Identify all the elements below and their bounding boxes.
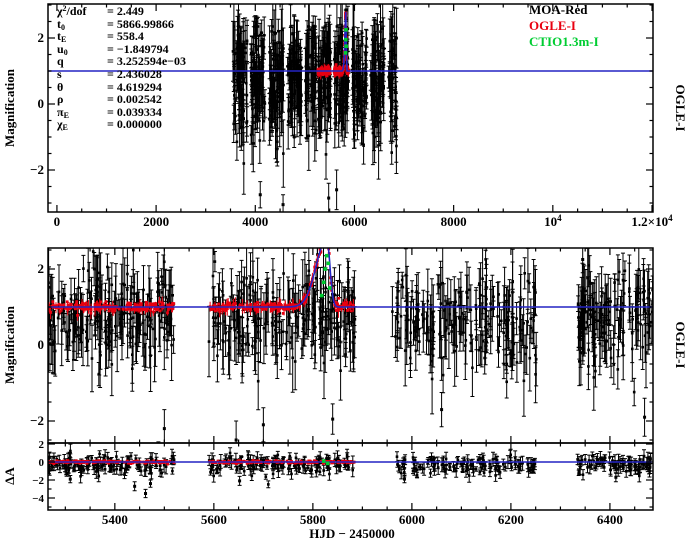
y-tick-label: 0 xyxy=(38,96,45,111)
middle-panel-tick-labels: 2 0 −2 xyxy=(30,261,44,428)
top-panel-tick-labels: 0 2000 4000 6000 8000 104 1.2×104 2 0 −2 xyxy=(30,30,673,229)
x-tick-label: 5400 xyxy=(102,512,128,527)
y-tick-label: −2 xyxy=(30,413,44,428)
y-tick-label: −2 xyxy=(32,475,44,487)
middle-panel-data xyxy=(48,248,653,443)
legend-item-ctio: CTIO1.3m-I xyxy=(529,34,599,49)
x-tick-label: 2000 xyxy=(143,214,169,229)
fit-param-line-8: πE = 0.039334 xyxy=(57,104,162,120)
residual-panel-tick-labels: 5400 5600 5800 6000 6200 6400 2 0 −2 −4 xyxy=(32,439,623,527)
y-tick-label: 0 xyxy=(39,457,45,469)
x-tick-label: 5600 xyxy=(201,512,227,527)
y-tick-label: −4 xyxy=(32,493,44,505)
right-axis-label-top: OGLE-I xyxy=(673,85,688,132)
legend-item-ogle: OGLE-I xyxy=(529,18,576,33)
moa-points-top-panel xyxy=(231,4,399,212)
fit-param-line-7: ρ = 0.002542 xyxy=(57,92,162,107)
fit-parameters: χ2/dof = 2.449 t0 = 5866.99866 tE = 558.4 u0 = … xyxy=(57,4,187,133)
x-tick-label: 6200 xyxy=(498,512,524,527)
top-panel-ticks xyxy=(48,4,653,212)
x-tick-label: 4000 xyxy=(242,214,268,229)
y-axis-label-top: Magnification xyxy=(2,68,17,147)
moa-points-middle-panel xyxy=(48,248,653,443)
model-curve-middle-panel xyxy=(48,248,653,308)
x-tick-label: 104 xyxy=(544,213,562,229)
moa-points-residual-panel xyxy=(48,443,653,499)
fit-param-line-6: θ = 4.619294 xyxy=(57,79,162,94)
ctio-points-top-panel xyxy=(343,27,348,55)
residual-panel-data xyxy=(48,443,653,499)
y-tick-label: 0 xyxy=(38,337,45,352)
y-tick-label: −2 xyxy=(30,162,44,177)
residual-panel-frame xyxy=(47,442,654,511)
fit-param-line-9: χE = 0.000000 xyxy=(57,117,162,133)
fit-param-line-5: s = 2.436028 xyxy=(57,66,162,81)
fit-param-line-0: χ2/dof = 2.449 xyxy=(57,4,144,18)
residual-panel-ticks xyxy=(48,443,653,510)
x-tick-label: 5800 xyxy=(300,512,326,527)
fit-param-line-3: u0 = −1.849794 xyxy=(57,41,169,57)
legend-item-moa: MOA-Red xyxy=(529,2,588,17)
x-tick-label: 6000 xyxy=(399,512,425,527)
fit-param-line-1: t0 = 5866.99866 xyxy=(57,16,174,32)
y-tick-label: 2 xyxy=(38,261,45,276)
x-tick-label: 8000 xyxy=(441,214,467,229)
y-axis-label-middle: Magnification xyxy=(2,305,17,384)
top-panel-frame xyxy=(47,3,654,213)
x-tick-label: 6400 xyxy=(597,512,623,527)
top-panel-data xyxy=(48,4,653,212)
model-curve-top-panel xyxy=(48,12,653,72)
x-axis-label: HJD − 2450000 xyxy=(309,526,394,541)
y-tick-label: 2 xyxy=(39,439,45,451)
x-tick-label: 0 xyxy=(54,214,61,229)
ctio-points-middle-panel xyxy=(319,253,332,298)
right-axis-label-middle: OGLE-I xyxy=(673,322,688,369)
fit-param-line-4: q = 3.252594e−03 xyxy=(57,54,187,69)
y-axis-label-residual: ΔA xyxy=(2,467,17,485)
ctio-points-residual-panel xyxy=(321,459,330,466)
x-tick-label: 6000 xyxy=(341,214,367,229)
legend: MOA-Red OGLE-I CTIO1.3m-I xyxy=(529,2,599,50)
x-tick-label: 1.2×104 xyxy=(631,213,673,229)
fit-param-line-2: tE = 558.4 xyxy=(57,29,144,45)
y-tick-label: 2 xyxy=(38,30,45,45)
